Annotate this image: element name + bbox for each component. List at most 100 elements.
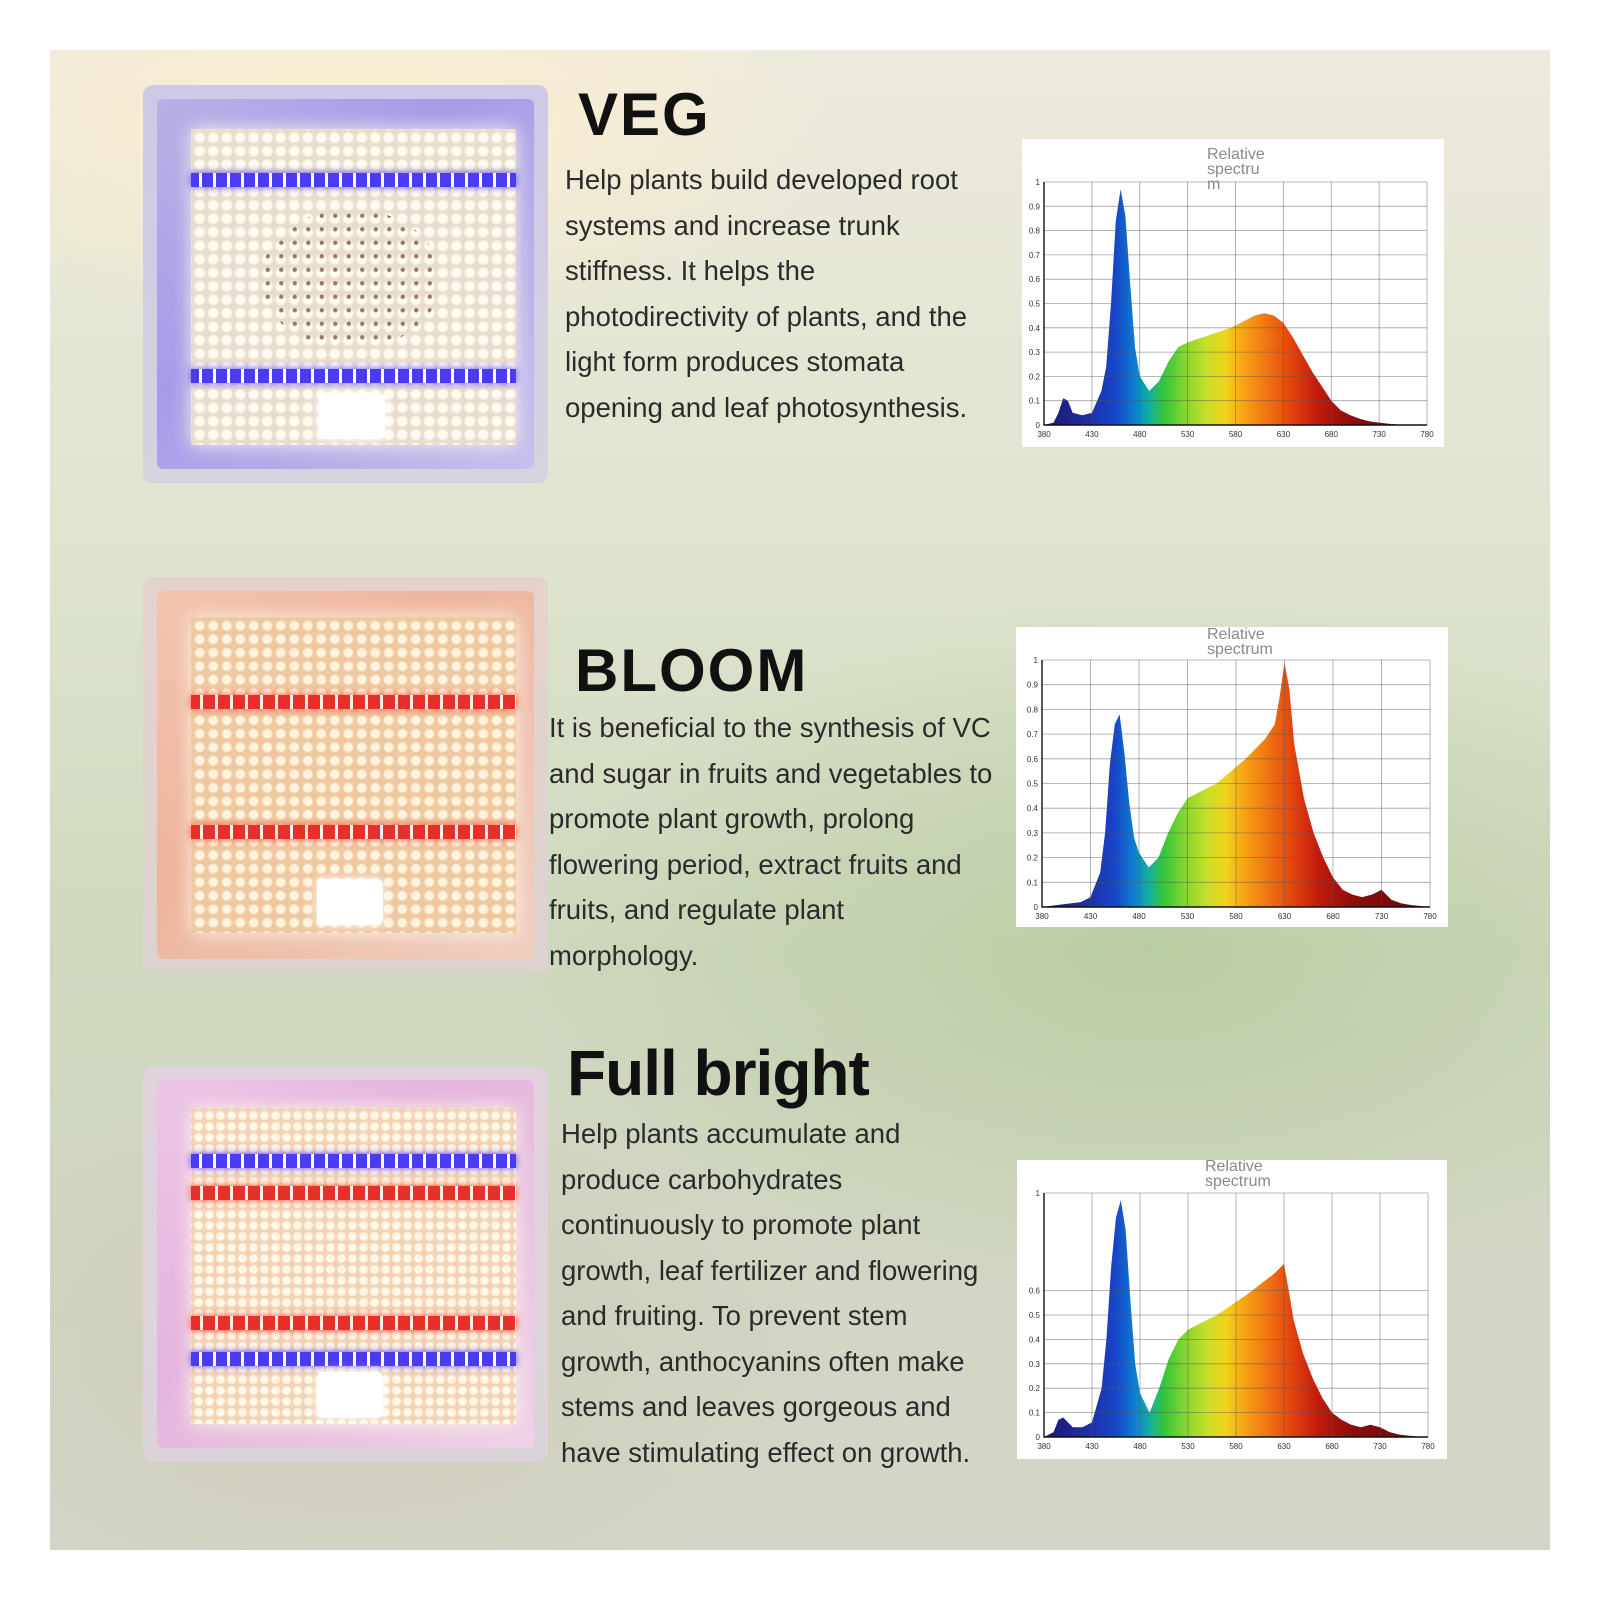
bloom-x-tick-label: 430 xyxy=(1084,912,1098,921)
veg-chart-title-line: m xyxy=(1207,176,1220,193)
bloom-chart-title-line: Relative xyxy=(1207,627,1265,643)
veg-description-line: systems and increase trunk xyxy=(565,209,900,241)
veg-led-center-pattern xyxy=(261,209,441,349)
bloom-x-tick-label: 630 xyxy=(1278,912,1292,921)
full-bright-led-panel-image xyxy=(143,1066,548,1462)
veg-y-tick-label: 0.4 xyxy=(1029,324,1041,333)
bloom-y-tick-label: 0.7 xyxy=(1027,730,1039,739)
full-bright-red-led-strip-bottom xyxy=(191,1316,516,1330)
full-bright-x-tick-label: 680 xyxy=(1325,1442,1339,1451)
bloom-x-tick-label: 530 xyxy=(1181,912,1195,921)
full-bright-x-tick-label: 580 xyxy=(1229,1442,1243,1451)
bloom-description-line: flowering period, extract fruits and xyxy=(549,848,962,880)
bloom-x-tick-label: 380 xyxy=(1035,912,1049,921)
veg-y-tick-label: 1 xyxy=(1036,178,1041,187)
full-bright-description-line: Help plants accumulate and xyxy=(561,1118,901,1149)
veg-x-tick-label: 380 xyxy=(1037,430,1051,439)
veg-description: Help plants build developed root systems… xyxy=(565,157,967,430)
veg-description-line: Help plants build developed root xyxy=(565,164,958,195)
veg-x-tick-label: 630 xyxy=(1277,430,1291,439)
full-bright-x-tick-label: 380 xyxy=(1037,1442,1051,1451)
bloom-x-tick-label: 580 xyxy=(1229,912,1243,921)
bloom-y-tick-label: 1 xyxy=(1034,656,1039,665)
bloom-spectrum-svg: 380 430 480 530 580 630 680 730 780 0 0.1 0.2 0.3 0.4… xyxy=(1027,627,1437,921)
veg-y-tick-label: 0.8 xyxy=(1029,227,1041,236)
full-bright-red-led-strip-top xyxy=(191,1186,516,1200)
full-bright-description-line: produce carbohydrates xyxy=(561,1163,843,1195)
full-bright-description: Help plants accumulate and produce carbo… xyxy=(561,1111,978,1475)
bloom-y-tick-label: 0.6 xyxy=(1027,755,1039,764)
full-bright-y-tick-label: 0 xyxy=(1036,1433,1041,1442)
veg-x-tick-label: 680 xyxy=(1325,430,1339,439)
veg-chart-title-line: Relative xyxy=(1207,146,1265,163)
veg-y-tick-label: 0.6 xyxy=(1029,275,1041,284)
veg-x-tick-label: 580 xyxy=(1229,430,1243,439)
bloom-description-line: fruits, and regulate plant xyxy=(549,894,845,925)
bloom-red-led-strip-top xyxy=(191,695,516,709)
full-bright-description-line: and fruiting. To prevent stem xyxy=(561,1300,908,1331)
full-bright-spectrum-chart: 380 430 480 530 580 630 680 730 780 0 0.1 0.2 0.3 0.4… xyxy=(1017,1160,1447,1459)
bloom-heading: BLOOM xyxy=(575,637,809,704)
veg-y-tick-label: 0.5 xyxy=(1029,300,1041,309)
veg-driver-box xyxy=(319,393,385,439)
greenhouse-background: VEG BLOOM Full bright Help plants build … xyxy=(50,50,1550,1550)
full-bright-chart-title-line: Relative xyxy=(1205,1160,1263,1175)
veg-y-tick-label: 0 xyxy=(1036,421,1041,430)
full-bright-y-tick-label: 0.6 xyxy=(1029,1287,1041,1296)
bloom-x-tick-label: 680 xyxy=(1326,912,1340,921)
bloom-axes xyxy=(1041,660,1430,908)
bloom-y-tick-label: 0.2 xyxy=(1027,854,1039,863)
veg-y-tick-label: 0.7 xyxy=(1029,251,1041,260)
veg-x-tick-label: 480 xyxy=(1133,430,1147,439)
bloom-description-line: promote plant growth, prolong xyxy=(549,803,915,834)
veg-description-line: light form produces stomata xyxy=(565,346,905,377)
full-bright-y-tick-label: 0.2 xyxy=(1029,1384,1041,1393)
bloom-spectrum-chart: 380 430 480 530 580 630 680 730 780 0 0.1 0.2 0.3 0.4… xyxy=(1016,627,1448,927)
full-bright-x-tick-label: 480 xyxy=(1133,1442,1147,1451)
bloom-x-tick-label: 730 xyxy=(1375,912,1389,921)
veg-x-tick-label: 730 xyxy=(1372,430,1386,439)
full-bright-description-line: stems and leaves gorgeous and xyxy=(561,1391,951,1422)
full-bright-blue-led-strip-top xyxy=(191,1154,516,1168)
full-bright-led-board xyxy=(191,1108,516,1424)
full-bright-driver-box xyxy=(317,1372,383,1418)
full-bright-spectrum-svg: 380 430 480 530 580 630 680 730 780 0 0.1 0.2 0.3 0.4… xyxy=(1029,1160,1435,1451)
full-bright-x-tick-label: 630 xyxy=(1277,1442,1291,1451)
bloom-description-line: It is beneficial to the synthesis of VC xyxy=(549,712,991,743)
full-bright-description-line: growth, anthocyanins often make xyxy=(561,1345,965,1377)
bloom-y-tick-label: 0.9 xyxy=(1027,681,1039,690)
veg-y-tick-label: 0.2 xyxy=(1029,372,1041,381)
full-bright-y-tick-label: 1 xyxy=(1036,1189,1041,1198)
bloom-driver-box xyxy=(317,879,383,925)
veg-y-tick-label: 0.9 xyxy=(1029,202,1041,211)
full-bright-x-tick-label: 530 xyxy=(1181,1442,1195,1451)
veg-blue-led-strip-bottom xyxy=(191,369,516,383)
veg-chart-title-line: spectru xyxy=(1207,161,1259,178)
bloom-y-tick-label: 0.4 xyxy=(1027,804,1039,813)
veg-description-line: stiffness. It helps the xyxy=(565,255,816,286)
full-bright-y-tick-label: 0.5 xyxy=(1029,1311,1041,1320)
bloom-description-line: morphology. xyxy=(549,939,699,971)
veg-heading: VEG xyxy=(578,81,711,148)
bloom-x-tick-label: 480 xyxy=(1132,912,1146,921)
bloom-description-line: and sugar in fruits and vegetables to xyxy=(549,757,993,789)
veg-blue-led-strip-top xyxy=(191,173,516,187)
full-bright-description-line: continuously to promote plant xyxy=(561,1209,921,1240)
full-bright-blue-led-strip-bottom xyxy=(191,1352,516,1366)
full-bright-x-tick-label: 730 xyxy=(1373,1442,1387,1451)
veg-axes xyxy=(1043,182,1427,426)
full-bright-y-tick-label: 0.1 xyxy=(1029,1409,1041,1418)
bloom-description: It is beneficial to the synthesis of VC … xyxy=(549,705,992,978)
bloom-y-tick-label: 0.3 xyxy=(1027,829,1039,838)
veg-spectrum-chart: 380 430 480 530 580 630 680 730 780 0 0.1 0.2 0.3 0.4… xyxy=(1022,139,1444,447)
full-bright-axes xyxy=(1043,1193,1428,1438)
veg-led-panel-image xyxy=(143,85,548,483)
full-bright-x-tick-label: 430 xyxy=(1085,1442,1099,1451)
bloom-led-panel-image xyxy=(143,577,548,973)
bloom-red-led-strip-bottom xyxy=(191,825,516,839)
veg-y-tick-label: 0.1 xyxy=(1029,397,1041,406)
full-bright-x-tick-label: 780 xyxy=(1421,1442,1435,1451)
full-bright-heading: Full bright xyxy=(567,1037,870,1109)
bloom-y-tick-label: 0.5 xyxy=(1027,780,1039,789)
veg-x-tick-label: 780 xyxy=(1420,430,1434,439)
